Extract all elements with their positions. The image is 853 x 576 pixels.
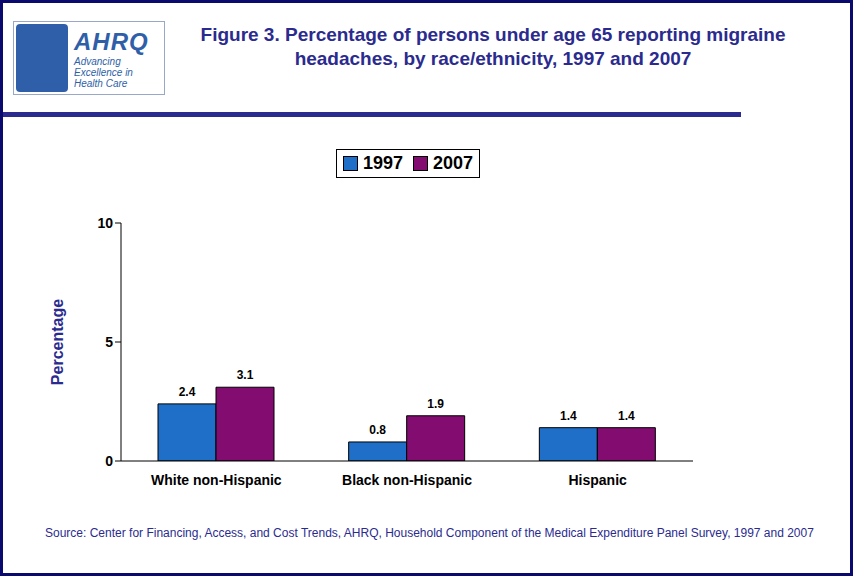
svg-text:10: 10 bbox=[97, 215, 113, 231]
html-text:1997: 1997 bbox=[363, 153, 403, 173]
svg-text:Percentage: Percentage bbox=[49, 299, 66, 385]
html-text:Figure 3. Percentage of person: Figure 3. Percentage of persons under ag… bbox=[200, 24, 786, 69]
svg-text:White non-Hispanic: White non-Hispanic bbox=[151, 472, 282, 488]
svg-text:1.4: 1.4 bbox=[618, 409, 635, 423]
svg-text:Hispanic: Hispanic bbox=[568, 472, 627, 488]
svg-text:2.4: 2.4 bbox=[179, 385, 196, 399]
html-text:AHRQ: AHRQ bbox=[74, 27, 149, 55]
html-text:Advancing Excellence in Health: Advancing Excellence in Health Care bbox=[74, 55, 133, 89]
svg-text:5: 5 bbox=[105, 334, 113, 350]
svg-text:0.8: 0.8 bbox=[369, 423, 386, 437]
html-text:2007: 2007 bbox=[433, 153, 474, 173]
svg-text:1.9: 1.9 bbox=[427, 397, 444, 411]
svg-text:1.4: 1.4 bbox=[560, 409, 577, 423]
svg-text:0: 0 bbox=[105, 453, 113, 469]
svg-text:3.1: 3.1 bbox=[237, 368, 254, 382]
svg-text:Black non-Hispanic: Black non-Hispanic bbox=[342, 472, 472, 488]
html-text:Source: Center for Financing,: Source: Center for Financing, Access, an… bbox=[45, 526, 814, 540]
